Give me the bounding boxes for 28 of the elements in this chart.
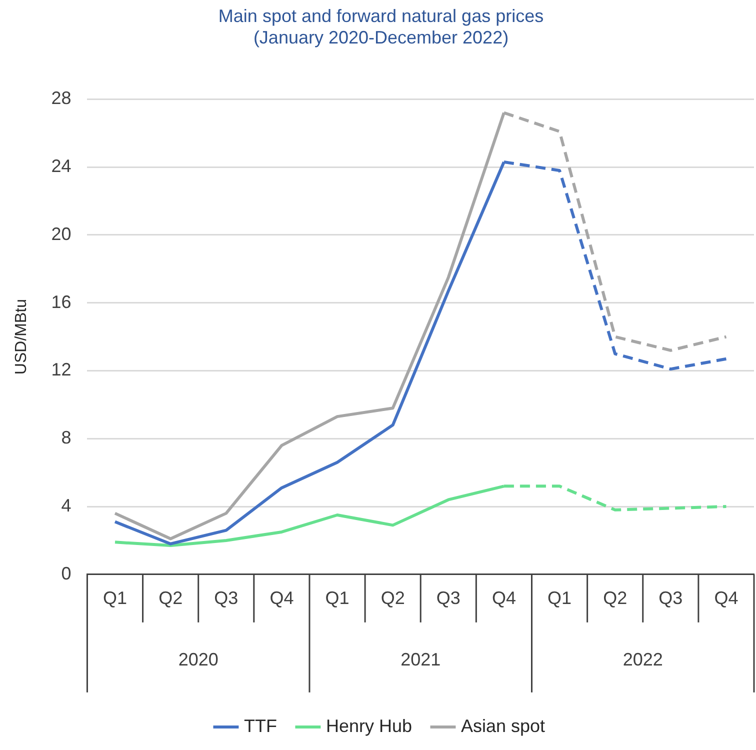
x-tick-label: Q1 — [548, 588, 572, 608]
x-tick-label: Q3 — [436, 588, 460, 608]
y-tick-label: 0 — [61, 563, 72, 584]
y-axis-title: USD/MBtu — [13, 299, 30, 375]
y-tick-label: 4 — [61, 495, 72, 516]
text: 2021 — [400, 649, 441, 670]
x-tick-label: Q2 — [158, 588, 183, 608]
x-tick-label: Q3 — [658, 588, 683, 608]
y-tick-label: 24 — [51, 156, 72, 176]
y-tick-label: 20 — [51, 224, 72, 244]
x-tick-label: Q2 — [603, 588, 628, 608]
x-tick-label: Q4 — [492, 588, 516, 608]
x-tick-label: Q2 — [380, 588, 405, 608]
text: 2022 — [622, 649, 663, 670]
y-tick-label: 16 — [51, 292, 72, 312]
legend-label: Asian spot — [460, 716, 546, 736]
x-tick-label: Q4 — [714, 588, 738, 608]
x-tick-label: Q1 — [325, 588, 350, 608]
chart-title: Main spot and forward natural gas prices (January 2020-December 2022) — [218, 6, 544, 48]
x-tick-label: Q3 — [214, 588, 238, 608]
y-tick-label: 8 — [61, 428, 72, 448]
y-tick-label: 28 — [51, 88, 72, 108]
x-tick-label: Q1 — [102, 588, 128, 608]
legend-label: Henry Hub — [326, 716, 412, 736]
y-tick-label: 12 — [51, 360, 72, 380]
text: 2020 — [178, 649, 218, 670]
x-tick-label: Q4 — [270, 588, 294, 608]
legend-label: TTF — [244, 716, 277, 736]
